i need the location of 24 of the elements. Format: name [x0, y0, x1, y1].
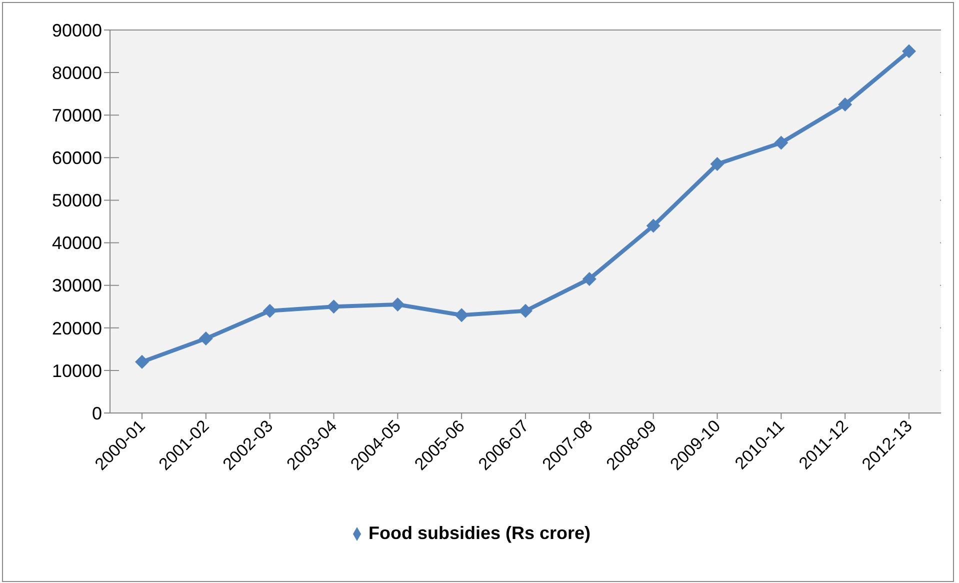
y-tick-label: 30000	[52, 276, 102, 296]
y-tick-label: 20000	[52, 318, 102, 338]
y-tick-label: 50000	[52, 190, 102, 211]
point	[518, 304, 532, 318]
point	[774, 136, 788, 150]
y-tick-label: 40000	[52, 233, 102, 254]
legend-label: Food subsidies (Rs crore)	[368, 523, 591, 543]
point	[582, 272, 596, 286]
y-tick-label: 0	[92, 403, 102, 424]
point	[454, 308, 469, 322]
y-tick-label: 10000	[52, 360, 102, 381]
point	[646, 218, 660, 233]
point	[326, 300, 341, 314]
point	[135, 354, 149, 369]
point	[838, 97, 852, 112]
y-tick-label: 60000	[52, 148, 102, 168]
y-tick-label: 70000	[52, 106, 102, 126]
point	[390, 297, 405, 312]
point	[198, 332, 213, 346]
y-tick-label: 80000	[52, 62, 102, 83]
point	[262, 304, 277, 318]
point	[902, 44, 916, 58]
y-tick-label: 90000	[52, 20, 102, 40]
point	[710, 157, 724, 172]
